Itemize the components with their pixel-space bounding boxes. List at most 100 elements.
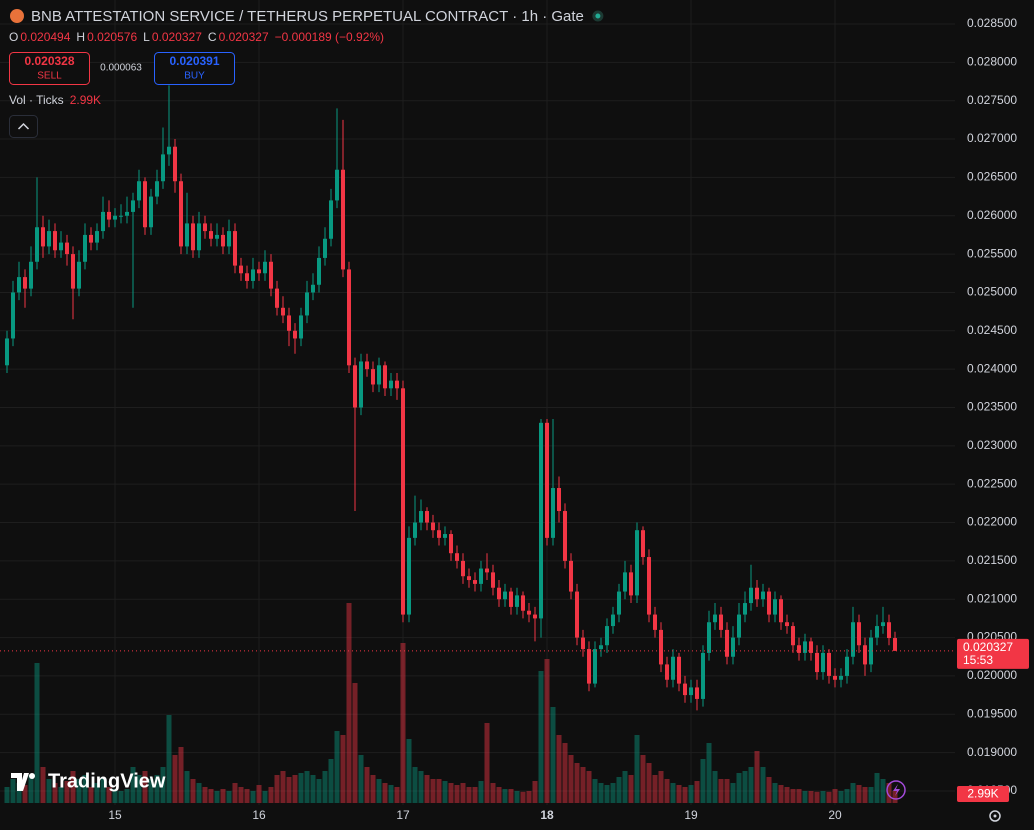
volume-bar	[514, 791, 520, 803]
volume-bar	[730, 783, 736, 803]
candle-body	[155, 181, 159, 197]
candle-body	[575, 591, 579, 638]
candle-body	[455, 553, 459, 561]
volume-bar	[694, 781, 700, 803]
y-tick-label: 0.023000	[967, 438, 1017, 452]
market-status[interactable]	[592, 10, 604, 22]
candle-body	[437, 530, 441, 538]
alert-icon[interactable]	[886, 780, 906, 800]
y-tick-label: 0.022000	[967, 515, 1017, 529]
volume-bar	[598, 783, 604, 803]
volume-bar	[220, 789, 226, 803]
buy-button[interactable]	[154, 52, 235, 85]
sell-button[interactable]	[9, 52, 90, 85]
volume-bar	[784, 787, 790, 803]
candle-body	[413, 522, 417, 538]
volume-bar	[352, 683, 358, 803]
symbol-title: BNB ATTESTATION SERVICE / TETHERUS PERPE…	[31, 8, 584, 25]
candle-body	[881, 622, 885, 627]
candle-body	[353, 365, 357, 408]
volume-bar	[244, 789, 250, 803]
candle-body	[449, 534, 453, 554]
volume-bar	[106, 787, 112, 803]
candle-body	[683, 683, 687, 696]
settings[interactable]	[989, 810, 1001, 822]
candle-body	[665, 664, 669, 680]
volume-bar	[760, 767, 766, 803]
buy-price: 0.020391	[169, 54, 219, 68]
volume-bar	[58, 787, 64, 803]
candle-body	[803, 641, 807, 653]
candle-body	[95, 231, 99, 243]
volume-bar	[376, 779, 382, 803]
candle-body	[791, 626, 795, 646]
ohlc-value: 0.020494	[20, 30, 70, 44]
candle-body	[773, 599, 777, 615]
candle-body	[407, 537, 411, 615]
volume-bar	[520, 791, 526, 803]
volume-bar	[406, 739, 412, 803]
volume-bar	[574, 763, 580, 803]
current-price-label: 0.020327	[963, 640, 1013, 654]
volume-bar	[472, 787, 478, 803]
volume-bar	[196, 783, 202, 803]
candle-body	[227, 231, 231, 247]
candle-body	[371, 369, 375, 385]
candle-body	[851, 622, 855, 657]
volume-bar	[886, 783, 892, 803]
volume-bar	[790, 789, 796, 803]
candle-body	[539, 422, 543, 619]
y-tick-label: 0.023500	[967, 400, 1017, 414]
volume-bar	[640, 755, 646, 803]
volume-bar	[40, 767, 46, 803]
candle-body	[359, 361, 363, 408]
candle-body	[479, 568, 483, 584]
volume-bar	[286, 777, 292, 803]
sell-label: SELL	[37, 71, 62, 82]
volume-bar	[346, 603, 352, 803]
candle-body	[11, 292, 15, 339]
settings-icon-center	[993, 814, 997, 818]
volume-bar	[268, 787, 274, 803]
candle-body	[47, 231, 51, 247]
volume-bar	[538, 671, 544, 803]
volume-bar	[100, 777, 106, 803]
volume-bar	[154, 775, 160, 803]
volume-bar	[850, 783, 856, 803]
y-tick-label: 0.026000	[967, 208, 1017, 222]
volume-bar	[172, 755, 178, 803]
volume-bar	[700, 759, 706, 803]
candle-body	[323, 238, 327, 258]
volume-bar	[118, 791, 124, 803]
candle-body	[149, 196, 153, 228]
time-axis: 15 16 17 18 19 20	[108, 808, 842, 822]
volume-bar	[94, 783, 100, 803]
volume-bar	[298, 773, 304, 803]
candle-body	[893, 638, 897, 651]
volume-bar	[388, 785, 394, 803]
volume-bar	[748, 767, 754, 803]
candle-body	[563, 511, 567, 561]
candle-body	[17, 277, 21, 293]
volume-bar	[394, 787, 400, 803]
volume-bar	[532, 781, 538, 803]
ohlc-key: H	[76, 30, 85, 44]
volume-bar	[412, 767, 418, 803]
x-tick-label: 17	[396, 808, 410, 822]
candle-body	[701, 652, 705, 699]
spread: 0.000063	[100, 63, 142, 74]
candle-body	[173, 146, 177, 182]
candle-body	[443, 534, 447, 538]
volume-bar	[274, 775, 280, 803]
candle-body	[869, 637, 873, 665]
candle-body	[689, 687, 693, 696]
volume-bar	[874, 773, 880, 803]
symbol-logo	[10, 9, 24, 23]
candle-body	[341, 169, 345, 270]
volume-bar	[70, 771, 76, 803]
candle-body	[107, 211, 111, 220]
volume-bar	[166, 715, 172, 803]
volume-bar	[382, 783, 388, 803]
collapse-button[interactable]	[9, 115, 38, 138]
